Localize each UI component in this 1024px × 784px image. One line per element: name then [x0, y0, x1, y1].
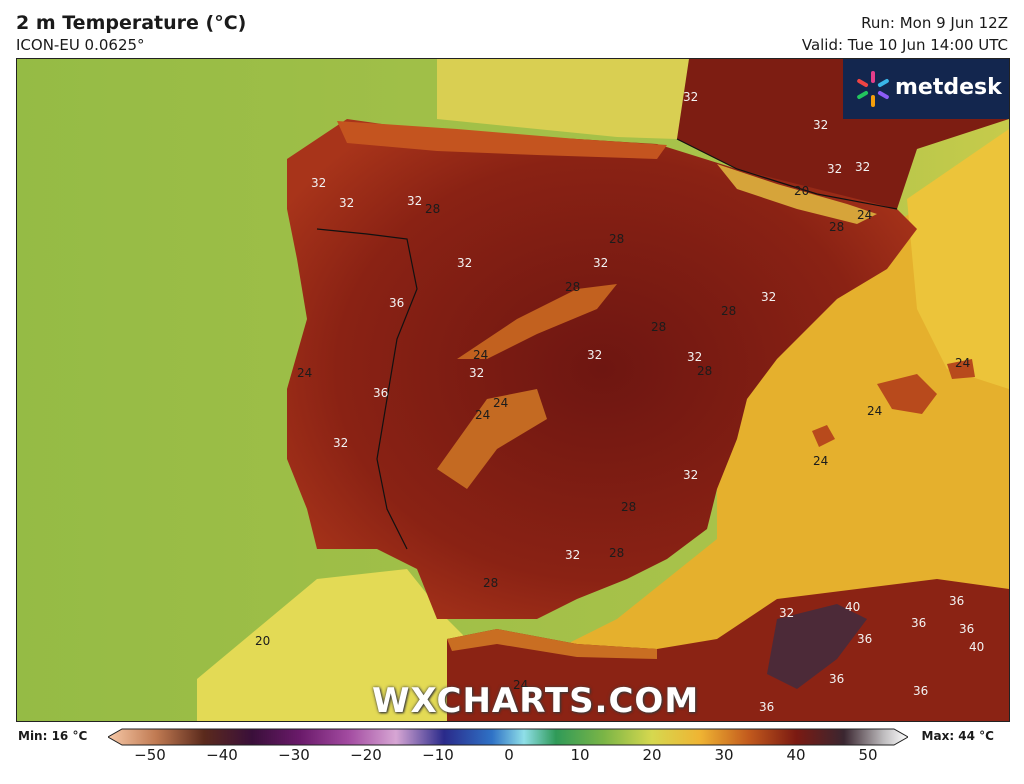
contour-label: 28 [697, 364, 712, 378]
contour-label: 28 [609, 232, 624, 246]
logo-text: metdesk [895, 75, 1002, 100]
contour-label: 32 [587, 348, 602, 362]
contour-label: 36 [373, 386, 388, 400]
contour-label: 36 [911, 616, 926, 630]
contour-label: 20 [794, 184, 809, 198]
contour-label: 32 [761, 290, 776, 304]
contour-label: 24 [955, 356, 970, 370]
contour-label: 24 [513, 678, 528, 692]
colorbar-tick: 50 [858, 746, 878, 764]
colorbar-tick: −40 [206, 746, 238, 764]
temperature-map[interactable]: 32 32 32 32 32 20 24 28 32 32 32 28 28 3… [16, 58, 1010, 722]
contour-label: 24 [867, 404, 882, 418]
contour-label: 32 [687, 350, 702, 364]
colorbar-tick: 40 [786, 746, 806, 764]
contour-label: 24 [475, 408, 490, 422]
menorca-island [947, 359, 975, 379]
biscay-sea [437, 59, 689, 139]
contour-label: 32 [813, 118, 828, 132]
contour-label: 32 [683, 468, 698, 482]
contour-label: 32 [779, 606, 794, 620]
contour-label: 28 [721, 304, 736, 318]
contour-label: 28 [425, 202, 440, 216]
colorbar-tick: −10 [422, 746, 454, 764]
colorbar-tick: −30 [278, 746, 310, 764]
africa-coast-rim [447, 629, 657, 659]
contour-label: 32 [333, 436, 348, 450]
colorbar-tick: 10 [570, 746, 590, 764]
contour-label: 36 [913, 684, 928, 698]
pyrenees-cool [717, 164, 877, 224]
north-coast-rim [337, 121, 667, 159]
watermark: WXCHARTS.COM [372, 681, 700, 721]
southeast-cool [437, 389, 547, 489]
contour-label: 20 [255, 634, 270, 648]
metdesk-flower-icon [857, 71, 889, 107]
contour-label: 36 [949, 594, 964, 608]
contour-label: 24 [857, 208, 872, 222]
metdesk-logo[interactable]: metdesk [843, 59, 1009, 119]
contour-label: 32 [827, 162, 842, 176]
colorbar-tick: −20 [350, 746, 382, 764]
run-time: Run: Mon 9 Jun 12Z [861, 14, 1008, 32]
model-name: ICON-EU 0.0625° [16, 36, 145, 54]
contour-label: 36 [759, 700, 774, 714]
contour-label: 36 [959, 622, 974, 636]
france-border [676, 138, 898, 210]
contour-label: 32 [683, 90, 698, 104]
contour-label: 32 [339, 196, 354, 210]
contour-label: 32 [593, 256, 608, 270]
contour-label: 28 [483, 576, 498, 590]
contour-label: 28 [621, 500, 636, 514]
chart-header: 2 m Temperature (°C) ICON-EU 0.0625° Run… [0, 0, 1024, 58]
contour-label: 32 [407, 194, 422, 208]
contour-label: 36 [857, 632, 872, 646]
contour-label: 24 [493, 396, 508, 410]
med-warm-band [907, 129, 1009, 389]
cadiz-sea [197, 569, 477, 721]
colorbar-tick: 0 [504, 746, 514, 764]
colorbar-ticks: −50 −40 −30 −20 −10 0 10 20 30 40 50 [0, 746, 1024, 772]
contour-label: 36 [389, 296, 404, 310]
colorbar-max: Max: 44 °C [921, 729, 994, 743]
central-system-cool [457, 284, 617, 359]
colorbar-tick: 20 [642, 746, 662, 764]
valid-time: Valid: Tue 10 Jun 14:00 UTC [801, 36, 1008, 54]
mallorca-island [877, 374, 937, 414]
contour-label: 32 [565, 548, 580, 562]
contour-label: 24 [473, 348, 488, 362]
contour-label: 32 [311, 176, 326, 190]
contour-label: 32 [855, 160, 870, 174]
contour-label: 40 [845, 600, 860, 614]
contour-label: 24 [813, 454, 828, 468]
contour-label: 28 [651, 320, 666, 334]
contour-label: 28 [565, 280, 580, 294]
map-canvas: 32 32 32 32 32 20 24 28 32 32 32 28 28 3… [17, 59, 1009, 721]
contour-label: 28 [829, 220, 844, 234]
colorbar-tick: 30 [714, 746, 734, 764]
ibiza-island [812, 425, 835, 447]
contour-label: 32 [457, 256, 472, 270]
africa-land [447, 579, 1009, 721]
contour-label: 28 [609, 546, 624, 560]
chart-title: 2 m Temperature (°C) [16, 12, 247, 34]
colorbar-tick: −50 [134, 746, 166, 764]
contour-label: 24 [297, 366, 312, 380]
contour-label: 32 [469, 366, 484, 380]
contour-label: 40 [969, 640, 984, 654]
iberia-land [287, 119, 917, 619]
africa-hottest [767, 604, 867, 689]
colorbar [108, 728, 908, 746]
contour-label: 36 [829, 672, 844, 686]
portugal-border [316, 228, 418, 550]
colorbar-min: Min: 16 °C [18, 729, 88, 743]
